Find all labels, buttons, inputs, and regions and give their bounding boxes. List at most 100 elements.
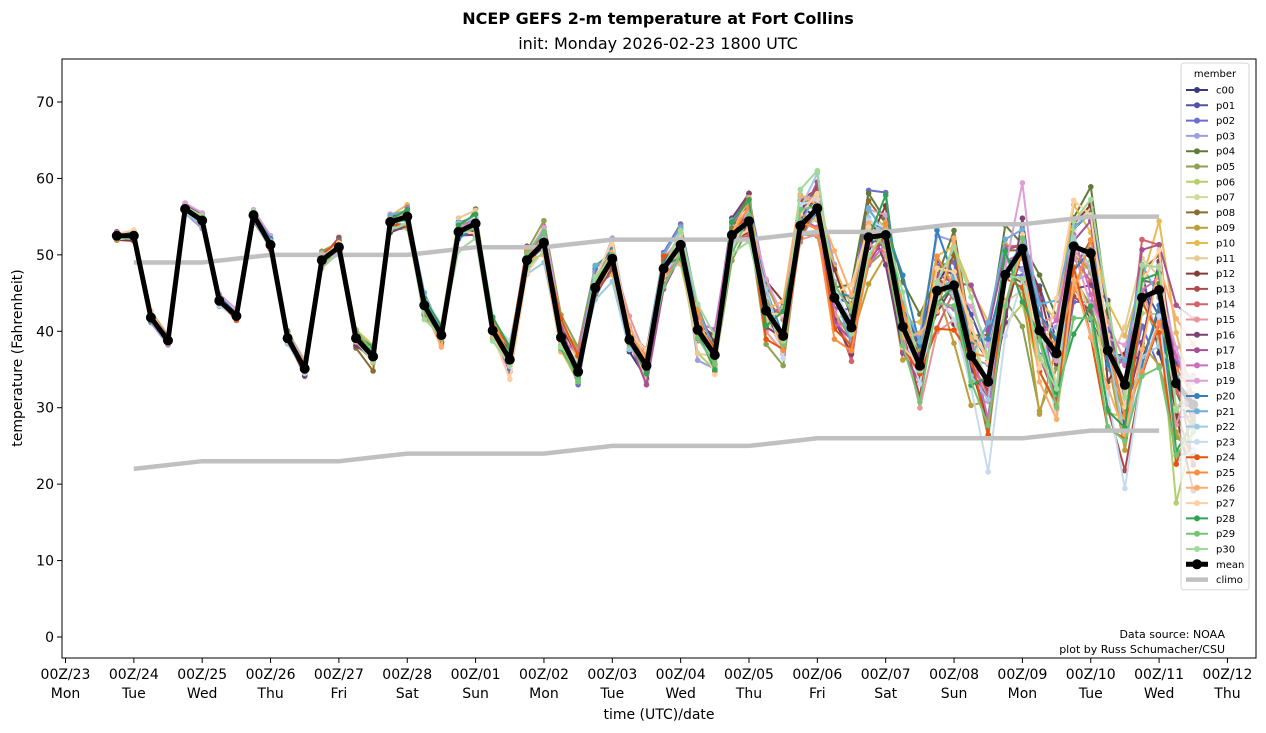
x-tick-label: 00Z/07 bbox=[861, 667, 911, 683]
legend-item-p03: p03 bbox=[1186, 131, 1235, 142]
legend-item-c00: c00 bbox=[1186, 86, 1234, 97]
mean-point bbox=[675, 239, 686, 250]
member-point bbox=[968, 294, 974, 300]
legend-marker bbox=[1194, 515, 1200, 522]
legend-label: c00 bbox=[1216, 86, 1234, 97]
member-point bbox=[985, 422, 991, 429]
member-point bbox=[746, 197, 752, 203]
mean-point bbox=[248, 210, 259, 221]
mean-point bbox=[333, 242, 344, 253]
member-point bbox=[1088, 291, 1094, 298]
member-point bbox=[882, 212, 889, 218]
legend-label: p13 bbox=[1216, 284, 1235, 295]
legend-marker bbox=[1194, 362, 1200, 369]
member-point bbox=[1070, 197, 1077, 204]
member-point bbox=[1122, 485, 1128, 492]
mean-point bbox=[897, 321, 908, 332]
legend-label: p19 bbox=[1216, 376, 1235, 387]
member-point bbox=[1156, 364, 1162, 371]
member-point bbox=[968, 282, 974, 289]
legend-marker bbox=[1194, 316, 1200, 323]
mean-point bbox=[914, 360, 925, 371]
member-point bbox=[1036, 338, 1043, 344]
legend-marker bbox=[1194, 408, 1200, 415]
legend-label: p25 bbox=[1216, 468, 1235, 479]
x-tick-label: 00Z/09 bbox=[997, 667, 1047, 683]
y-tick-label: 60 bbox=[36, 171, 54, 187]
x-axis-label: time (UTC)/date bbox=[603, 707, 714, 723]
member-point bbox=[472, 207, 479, 214]
mean-point bbox=[641, 360, 652, 371]
member-point bbox=[1088, 237, 1094, 243]
member-point bbox=[1019, 266, 1026, 273]
legend-label: p02 bbox=[1216, 116, 1235, 127]
x-tick-label: 00Z/04 bbox=[656, 667, 706, 683]
member-point bbox=[1156, 330, 1162, 336]
member-point bbox=[968, 402, 974, 409]
legend-item-p15: p15 bbox=[1186, 315, 1235, 326]
legend-marker bbox=[1194, 484, 1200, 491]
member-point bbox=[831, 248, 838, 254]
member-point bbox=[865, 224, 872, 230]
legend-label: mean bbox=[1216, 560, 1244, 571]
member-point bbox=[1053, 416, 1060, 423]
x-tick-label: 00Z/26 bbox=[246, 667, 296, 683]
mean-point bbox=[487, 325, 498, 336]
member-point bbox=[985, 396, 991, 403]
x-axis: 00Z/23 Mon 00Z/24 Tue 00Z/25 Wed 00Z/26 Thu 00Z/… bbox=[41, 658, 1252, 702]
member-point bbox=[712, 361, 718, 368]
legend-label: p30 bbox=[1216, 545, 1235, 556]
legend-label: p23 bbox=[1216, 437, 1235, 448]
member-point bbox=[1053, 386, 1060, 392]
x-tick-day-label: Sun bbox=[462, 686, 489, 702]
mean-point bbox=[231, 311, 242, 321]
member-point bbox=[626, 346, 633, 353]
member-point bbox=[1122, 333, 1128, 339]
mean-point bbox=[282, 333, 293, 344]
mean-point bbox=[795, 220, 806, 231]
legend-label: p18 bbox=[1216, 361, 1235, 372]
member-point bbox=[1036, 365, 1043, 371]
mean-point bbox=[949, 280, 959, 291]
x-tick-day-label: Sat bbox=[396, 686, 419, 702]
legend-marker bbox=[1194, 393, 1200, 399]
mean-point bbox=[1171, 378, 1182, 389]
member-point bbox=[1002, 303, 1009, 310]
member-point bbox=[763, 323, 769, 329]
legend-label: p26 bbox=[1216, 483, 1235, 494]
y-tick-label: 30 bbox=[36, 401, 54, 417]
member-point bbox=[951, 235, 957, 241]
legend-marker bbox=[1194, 423, 1200, 430]
member-point bbox=[917, 405, 923, 411]
mean-point bbox=[419, 300, 430, 311]
member-point bbox=[1088, 196, 1094, 203]
member-point bbox=[951, 244, 957, 251]
x-tick-day-label: Mon bbox=[51, 686, 81, 702]
legend-label: p06 bbox=[1216, 177, 1235, 188]
member-point bbox=[455, 222, 462, 228]
x-tick-day-label: Fri bbox=[809, 686, 826, 702]
legend-marker bbox=[1194, 117, 1200, 124]
member-point bbox=[763, 336, 769, 343]
member-point bbox=[968, 378, 974, 385]
mean-point bbox=[709, 350, 720, 360]
mean-point bbox=[829, 292, 840, 303]
member-point bbox=[865, 205, 872, 211]
climo-max-line bbox=[133, 214, 1160, 265]
member-point bbox=[951, 269, 957, 275]
legend-label: p17 bbox=[1216, 346, 1235, 357]
legend-marker bbox=[1194, 148, 1200, 155]
legend-item-p20: p20 bbox=[1186, 392, 1235, 403]
member-point bbox=[951, 340, 957, 347]
x-tick-label: 00Z/25 bbox=[177, 667, 227, 683]
member-point bbox=[951, 316, 957, 323]
x-tick-label: 00Z/23 bbox=[41, 667, 91, 683]
mean-point bbox=[1085, 248, 1096, 259]
member-point bbox=[848, 292, 855, 298]
legend-label: p08 bbox=[1216, 208, 1235, 219]
legend-item-p28: p28 bbox=[1186, 514, 1235, 525]
mean-point bbox=[128, 230, 139, 241]
member-point bbox=[1088, 303, 1094, 309]
legend-marker bbox=[1194, 224, 1200, 231]
legend-item-p01: p01 bbox=[1186, 101, 1235, 112]
